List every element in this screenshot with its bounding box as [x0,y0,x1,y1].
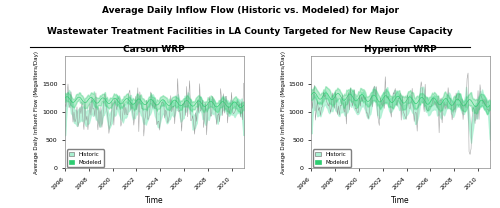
X-axis label: Time: Time [392,196,410,205]
Legend: Historic, Modeled: Historic, Modeled [66,150,104,167]
Text: Wastewater Treatment Facilities in LA County Targeted for New Reuse Capacity: Wastewater Treatment Facilities in LA Co… [47,27,453,36]
Title: Carson WRP: Carson WRP [124,45,185,54]
Title: Hyperion WRP: Hyperion WRP [364,45,437,54]
Y-axis label: Average Daily Influent Flow (Megaliters/Day): Average Daily Influent Flow (Megaliters/… [34,51,39,174]
X-axis label: Time: Time [145,196,164,205]
Legend: Historic, Modeled: Historic, Modeled [313,150,351,167]
Y-axis label: Average Daily Influent Flow (Megaliters/Day): Average Daily Influent Flow (Megaliters/… [280,51,285,174]
Text: Average Daily Inflow Flow (Historic vs. Modeled) for Major: Average Daily Inflow Flow (Historic vs. … [102,6,399,15]
